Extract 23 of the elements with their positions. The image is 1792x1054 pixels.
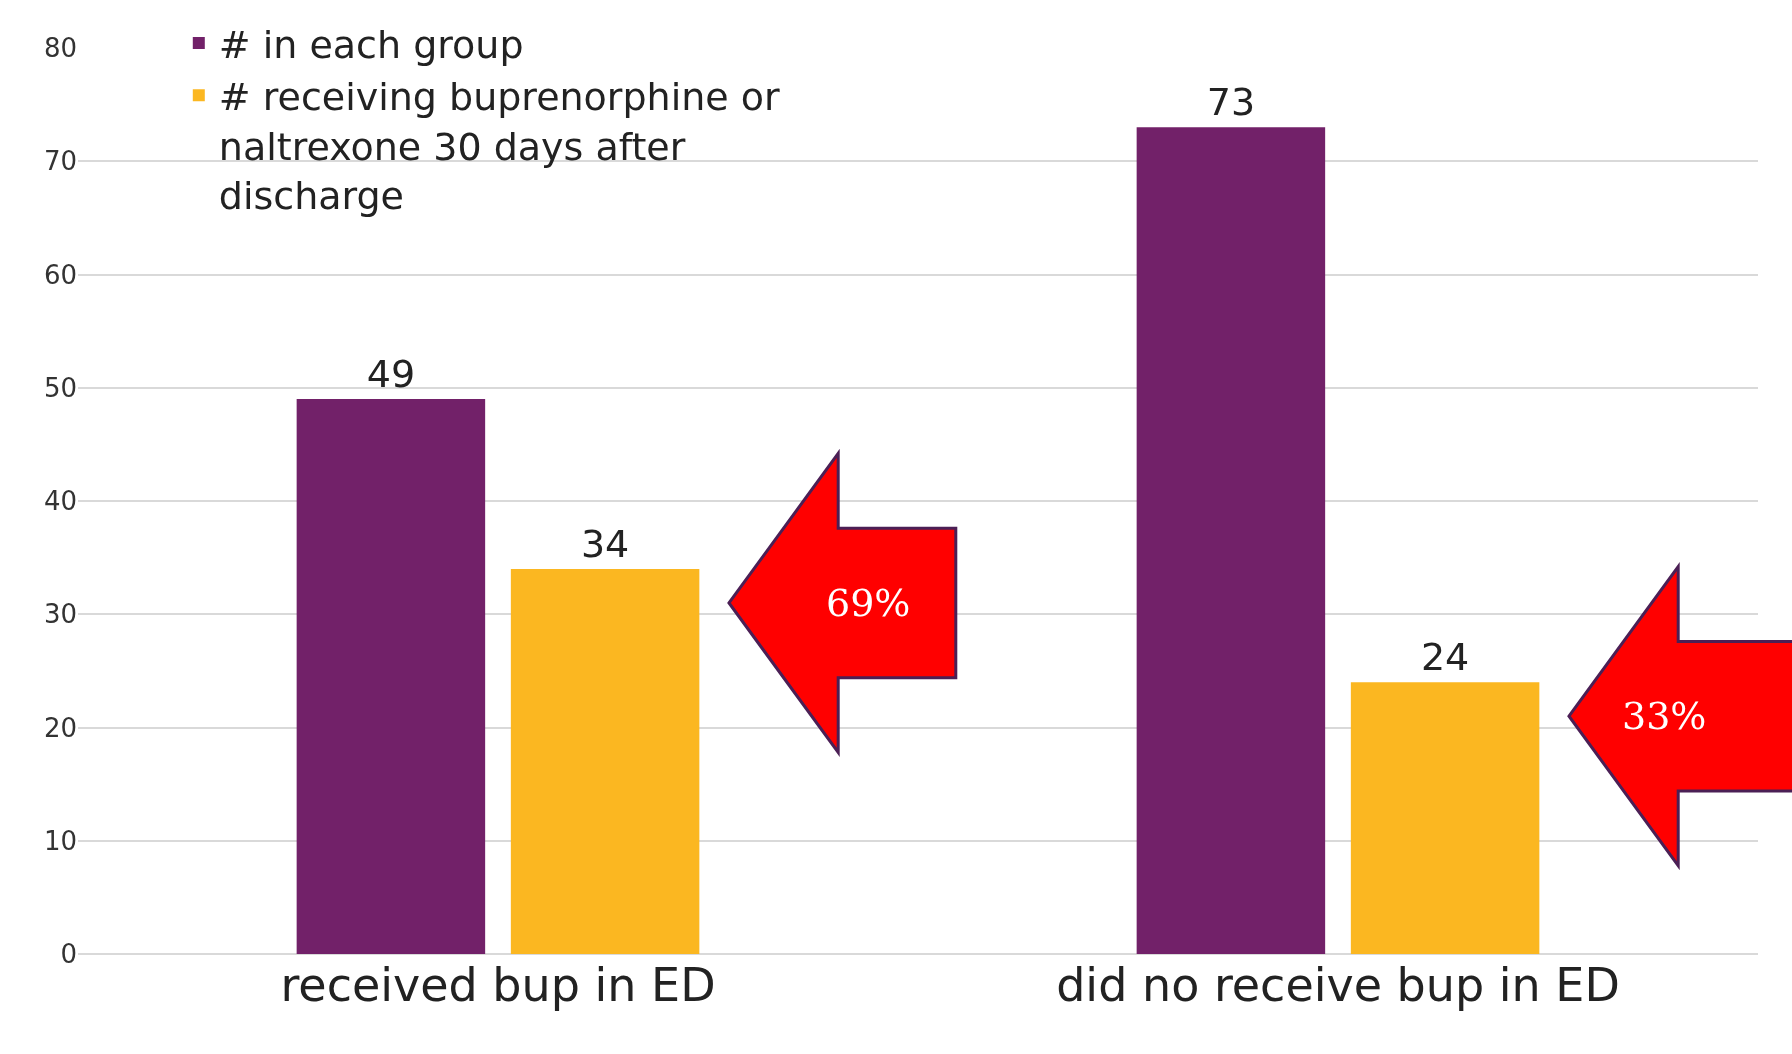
y-tick-label: 10 <box>43 825 77 856</box>
y-tick-label: 0 <box>60 939 77 970</box>
data-label: 49 <box>366 352 416 397</box>
bar <box>1350 682 1540 954</box>
x-tick-label: did no receive bup in ED <box>1056 958 1620 1012</box>
annotation: 69% <box>826 581 911 625</box>
data-label: 24 <box>1420 635 1470 680</box>
y-tick-label: 30 <box>43 599 77 630</box>
x-tick-label: received bup in ED <box>280 958 716 1012</box>
y-tick-label: 50 <box>43 372 77 403</box>
data-label: 34 <box>580 521 630 566</box>
data-label: 73 <box>1206 80 1256 125</box>
y-tick-label: 70 <box>43 146 77 177</box>
bar <box>1136 127 1326 954</box>
annotation: 33% <box>1622 694 1707 738</box>
y-tick-label: 40 <box>43 486 77 517</box>
legend-label: # in each group <box>218 22 524 67</box>
y-tick-label: 20 <box>43 712 77 743</box>
bar <box>510 568 700 954</box>
y-tick-label: 60 <box>43 259 77 290</box>
legend-label: # receiving buprenorphine or naltrexone 30 days after discharge <box>218 75 781 218</box>
bar <box>296 399 486 954</box>
y-tick-label: 80 <box>43 33 77 64</box>
